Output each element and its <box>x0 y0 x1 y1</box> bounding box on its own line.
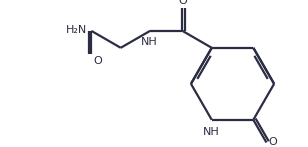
Text: O: O <box>94 56 102 66</box>
Text: H₂N: H₂N <box>66 25 87 35</box>
Text: O: O <box>178 0 187 6</box>
Text: NH: NH <box>140 37 157 47</box>
Text: NH: NH <box>203 127 220 137</box>
Text: O: O <box>269 137 277 147</box>
